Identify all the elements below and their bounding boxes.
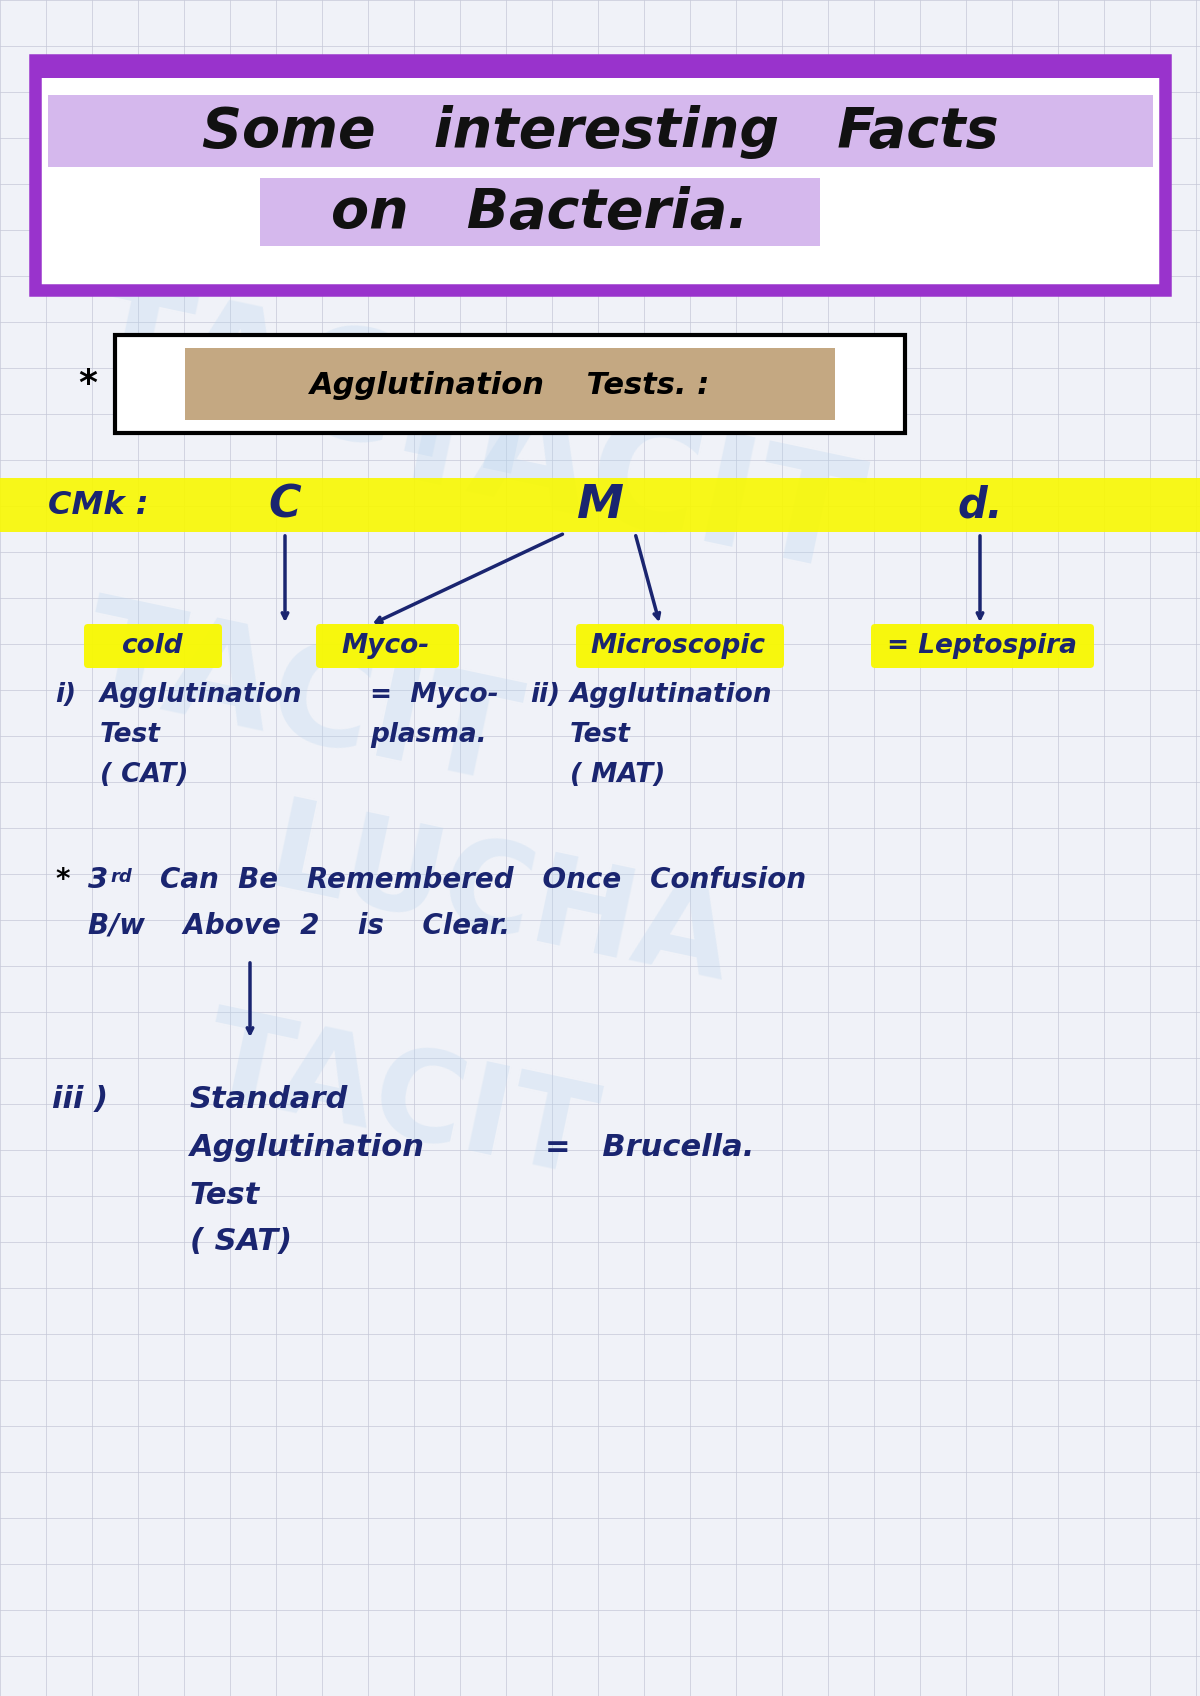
Text: TACIT: TACIT [68,266,572,514]
FancyBboxPatch shape [316,624,458,668]
Text: CMk :: CMk : [48,490,149,521]
Text: Myco-: Myco- [342,633,430,660]
Text: Agglutination    Tests. :: Agglutination Tests. : [310,370,710,400]
Text: TACIT: TACIT [368,356,872,604]
Text: plasma.: plasma. [370,722,487,748]
Text: Agglutination: Agglutination [100,682,302,707]
Text: Agglutination: Agglutination [190,1133,425,1162]
Text: LUCHA: LUCHA [258,792,743,1007]
Text: TACIT: TACIT [71,589,529,812]
Text: M: M [576,482,624,527]
Bar [185,348,835,421]
FancyBboxPatch shape [84,624,222,668]
Text: =  Myco-: = Myco- [370,682,499,707]
Text: Can  Be   Remembered   Once   Confusion: Can Be Remembered Once Confusion [160,867,806,894]
Text: Some   interesting   Facts: Some interesting Facts [202,105,998,159]
Text: 3: 3 [88,867,108,894]
Text: rd: rd [110,868,132,885]
Text: i): i) [55,682,76,707]
Text: C: C [269,483,301,526]
Bar [35,59,1165,78]
Text: Microscopic: Microscopic [590,633,766,660]
FancyBboxPatch shape [576,624,784,668]
Text: Standard: Standard [190,1085,348,1114]
Text: *: * [78,366,97,400]
Text: iii ): iii ) [52,1085,108,1114]
Text: Test: Test [190,1180,260,1209]
FancyBboxPatch shape [871,624,1094,668]
Text: ( SAT): ( SAT) [190,1228,292,1257]
Text: B/w    Above  2    is    Clear.: B/w Above 2 is Clear. [88,911,510,940]
Text: cold: cold [121,633,182,660]
Text: d.: d. [958,483,1003,526]
Text: =   Brucella.: = Brucella. [545,1133,755,1162]
FancyBboxPatch shape [35,59,1165,290]
Text: on   Bacteria.: on Bacteria. [331,187,749,241]
FancyBboxPatch shape [115,336,905,432]
Text: Agglutination: Agglutination [570,682,773,707]
Bar [260,178,820,246]
Bar [0,478,1200,533]
Text: Test: Test [570,722,631,748]
Text: TACIT: TACIT [194,999,606,1201]
Text: *: * [55,867,70,894]
Bar [48,95,1153,166]
Text: = Leptospira: = Leptospira [887,633,1076,660]
Text: ii): ii) [530,682,560,707]
Text: Test: Test [100,722,161,748]
Text: ( MAT): ( MAT) [570,762,665,789]
Text: ( CAT): ( CAT) [100,762,188,789]
